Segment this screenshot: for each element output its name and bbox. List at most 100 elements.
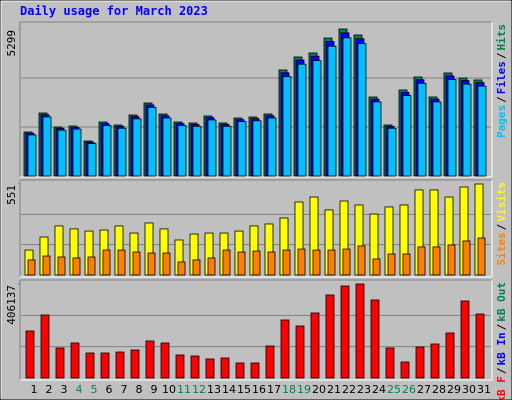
legend-separator: / [495,323,508,330]
bar [207,257,216,276]
bar [282,76,292,177]
bar [237,121,247,177]
y-tick-label: 551 [5,185,18,205]
bar [355,283,365,379]
bar [235,362,245,379]
bar [117,127,127,177]
bar [57,129,67,177]
x-tick-label: 24 [372,383,386,396]
x-tick-label: 17 [267,383,281,396]
x-tick-label: 30 [462,383,476,396]
bar [312,249,321,276]
bar [417,82,427,177]
x-tick-label: 7 [121,383,128,396]
legend-entry: kB In [495,332,508,365]
bar [147,252,156,276]
bar [342,37,352,177]
bar [175,354,185,379]
bar [222,125,232,177]
bar [370,299,380,379]
legend-separator: / [495,367,508,374]
bar [267,117,277,177]
bar [297,63,307,177]
x-tick-label: 21 [327,383,341,396]
y-tick-label: 5299 [5,30,18,57]
legend: Sites /Visits [495,182,508,266]
x-tick-label: 27 [417,383,431,396]
bar [372,101,382,177]
bar [312,60,322,177]
legend-separator: / [495,223,508,230]
x-tick-label: 31 [477,383,491,396]
x-tick-label: 12 [192,383,206,396]
bar [447,244,456,276]
bar [310,312,320,379]
bar [357,43,367,177]
bar [327,249,336,276]
x-tick-label: 29 [447,383,461,396]
x-tick-label: 19 [297,383,311,396]
bar [102,249,111,276]
x-tick-label: 18 [282,383,296,396]
bar [327,45,337,177]
bar [192,125,202,177]
bar [162,117,172,177]
legend-separator: / [495,96,508,103]
bar [27,259,36,276]
bar [432,246,441,276]
x-tick-label: 20 [312,383,326,396]
x-tick-label: 1 [31,383,38,396]
bar [252,250,261,276]
x-tick-label: 22 [342,383,356,396]
x-tick-label: 13 [207,383,221,396]
bar [402,95,412,177]
bar [265,345,275,379]
x-tick-label: 10 [162,383,176,396]
bar [477,85,487,177]
legend-entry: Visits [495,182,508,222]
bar [237,251,246,276]
bar [72,257,81,276]
bar [85,352,95,379]
bar [207,119,217,177]
bar [447,79,457,177]
bar [160,342,170,379]
bar [282,249,291,276]
bar [117,249,126,276]
bar [220,357,230,379]
bar [25,330,35,379]
x-tick-label: 14 [222,383,236,396]
bar [40,314,50,379]
bar [145,340,155,379]
bar [252,120,262,177]
bar [475,313,485,379]
bar [432,101,442,177]
bar [177,125,187,177]
bar [190,355,200,379]
bar [400,361,410,379]
bar [295,325,305,379]
bar [402,253,411,276]
bar [415,346,425,379]
bar [57,256,66,276]
bar [267,251,276,276]
bar [250,362,260,379]
bar [130,349,140,379]
legend-separator: / [495,52,508,59]
bar [325,294,335,379]
bar [115,351,125,379]
bar [102,125,112,177]
bar [87,143,97,177]
bar [387,253,396,276]
bar [72,128,82,177]
legend-entry: Files [495,61,508,94]
x-tick-label: 2 [46,383,53,396]
bar [387,127,397,177]
bar [205,358,215,379]
bar [222,249,231,276]
bar [132,251,141,276]
bar [445,332,455,379]
bar [462,83,472,177]
bar [477,237,486,276]
bar [417,246,426,276]
